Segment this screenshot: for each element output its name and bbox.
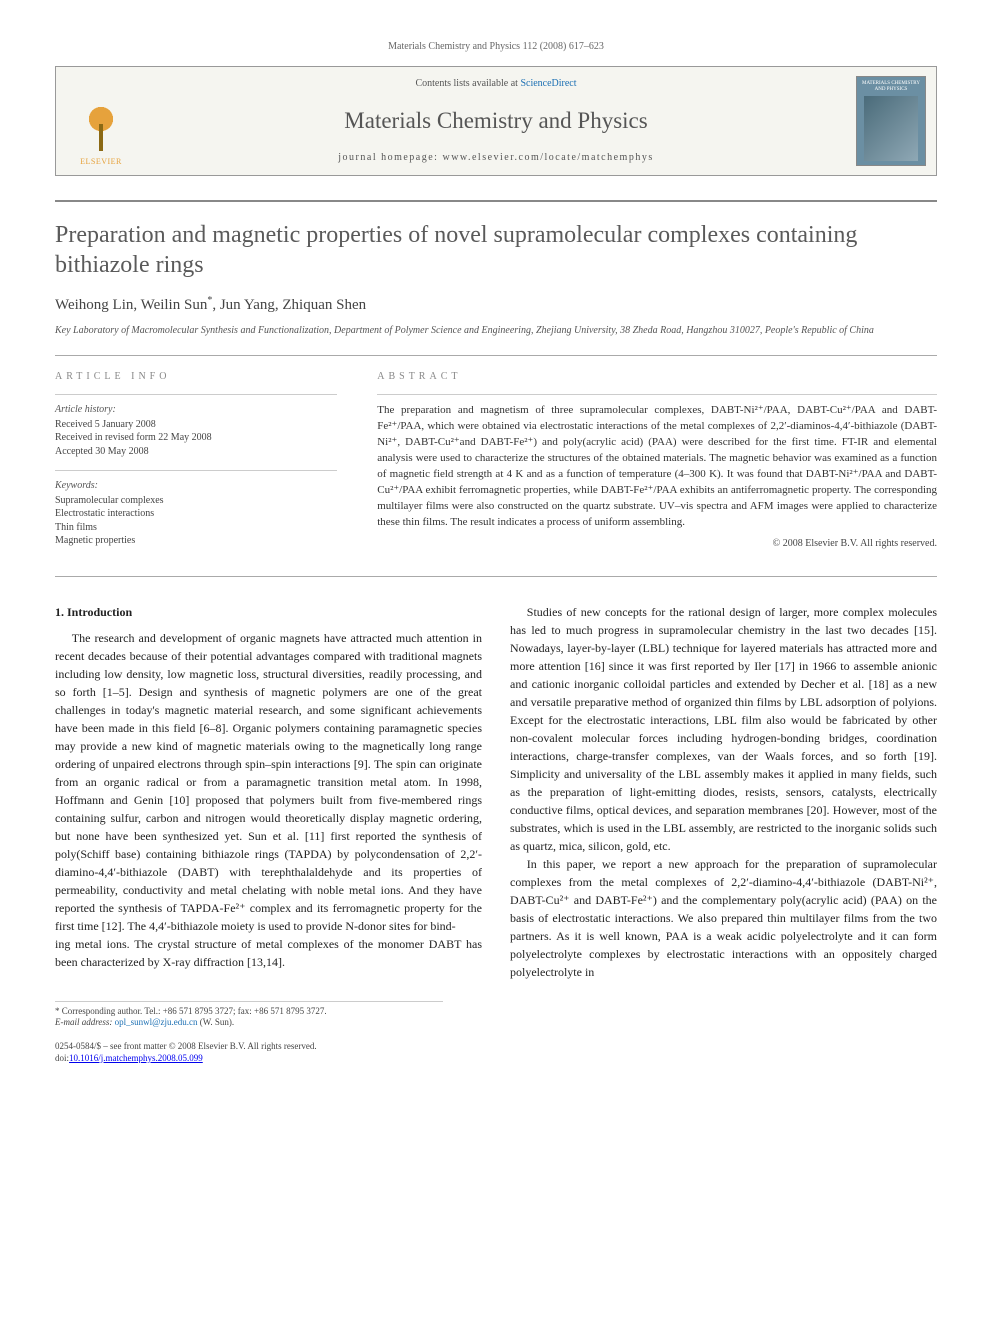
info-divider — [55, 394, 337, 395]
history-label: Article history: — [55, 403, 337, 417]
homepage-url: www.elsevier.com/locate/matchemphys — [442, 152, 653, 163]
keyword: Magnetic properties — [55, 534, 337, 548]
body-paragraph: The research and development of organic … — [55, 629, 482, 935]
email-label: E-mail address: — [55, 1017, 115, 1027]
abstract-copyright: © 2008 Elsevier B.V. All rights reserved… — [377, 537, 937, 551]
abstract-label: ABSTRACT — [377, 370, 937, 384]
sciencedirect-link[interactable]: ScienceDirect — [520, 78, 576, 89]
email-suffix: (W. Sun). — [197, 1017, 234, 1027]
cover-image-placeholder — [864, 96, 918, 161]
horizontal-rule — [55, 200, 937, 202]
journal-cover-cell: MATERIALS CHEMISTRY AND PHYSICS — [846, 67, 936, 175]
author: Weihong Lin — [55, 297, 133, 313]
corresponding-author-footnote: * Corresponding author. Tel.: +86 571 87… — [55, 1001, 443, 1029]
history-item: Received in revised form 22 May 2008 — [55, 431, 337, 445]
elsevier-wordmark: ELSEVIER — [80, 156, 122, 167]
abstract-divider — [377, 394, 937, 395]
corr-author-line: * Corresponding author. Tel.: +86 571 87… — [55, 1006, 443, 1018]
cover-title: MATERIALS CHEMISTRY AND PHYSICS — [861, 81, 921, 92]
issn-line: 0254-0584/$ – see front matter © 2008 El… — [55, 1041, 937, 1053]
author: Jun Yang — [220, 297, 275, 313]
body-paragraph: In this paper, we report a new approach … — [510, 855, 937, 981]
history-item: Received 5 January 2008 — [55, 418, 337, 432]
body-two-column: 1. Introduction The research and develop… — [55, 603, 937, 981]
abstract-text: The preparation and magnetism of three s… — [377, 403, 937, 531]
doi-label: doi: — [55, 1053, 69, 1063]
doi-link[interactable]: 10.1016/j.matchemphys.2008.05.099 — [69, 1053, 203, 1063]
running-header: Materials Chemistry and Physics 112 (200… — [55, 40, 937, 54]
elsevier-tree-icon — [81, 104, 121, 154]
affiliation: Key Laboratory of Macromolecular Synthes… — [55, 324, 937, 337]
publisher-logo-cell: ELSEVIER — [56, 67, 146, 175]
article-title: Preparation and magnetic properties of n… — [55, 220, 937, 280]
contents-prefix: Contents lists available at — [415, 78, 520, 89]
article-info-column: ARTICLE INFO Article history: Received 5… — [55, 370, 337, 560]
article-info-label: ARTICLE INFO — [55, 370, 337, 384]
corr-email-line: E-mail address: opl_sunwl@zju.edu.cn (W.… — [55, 1017, 443, 1029]
elsevier-logo: ELSEVIER — [80, 104, 122, 167]
author: Weilin Sun* — [141, 297, 213, 313]
author-list: Weihong Lin, Weilin Sun*, Jun Yang, Zhiq… — [55, 294, 937, 316]
corr-email-link[interactable]: opl_sunwl@zju.edu.cn — [115, 1017, 198, 1027]
homepage-prefix: journal homepage: — [338, 152, 442, 163]
info-abstract-row: ARTICLE INFO Article history: Received 5… — [55, 355, 937, 577]
doi-line: doi:10.1016/j.matchemphys.2008.05.099 — [55, 1053, 937, 1065]
corresponding-marker: * — [207, 295, 212, 306]
section-heading-introduction: 1. Introduction — [55, 603, 482, 621]
banner-center: Contents lists available at ScienceDirec… — [146, 67, 846, 175]
journal-cover-thumbnail: MATERIALS CHEMISTRY AND PHYSICS — [856, 76, 926, 166]
journal-banner: ELSEVIER Contents lists available at Sci… — [55, 66, 937, 176]
journal-name: Materials Chemistry and Physics — [146, 105, 846, 137]
body-paragraph-continuation: ing metal ions. The crystal structure of… — [55, 935, 482, 971]
info-divider — [55, 470, 337, 471]
journal-homepage-line: journal homepage: www.elsevier.com/locat… — [146, 151, 846, 165]
article-history-block: Article history: Received 5 January 2008… — [55, 403, 337, 458]
body-paragraph: Studies of new concepts for the rational… — [510, 603, 937, 855]
keywords-block: Keywords: Supramolecular complexes Elect… — [55, 479, 337, 548]
contents-available-line: Contents lists available at ScienceDirec… — [146, 77, 846, 91]
issn-doi-block: 0254-0584/$ – see front matter © 2008 El… — [55, 1041, 937, 1064]
keyword: Electrostatic interactions — [55, 507, 337, 521]
keyword: Supramolecular complexes — [55, 494, 337, 508]
abstract-column: ABSTRACT The preparation and magnetism o… — [377, 370, 937, 560]
page-container: Materials Chemistry and Physics 112 (200… — [0, 0, 992, 1104]
author: Zhiquan Shen — [282, 297, 366, 313]
keyword: Thin films — [55, 521, 337, 535]
history-item: Accepted 30 May 2008 — [55, 445, 337, 459]
keywords-label: Keywords: — [55, 479, 337, 493]
